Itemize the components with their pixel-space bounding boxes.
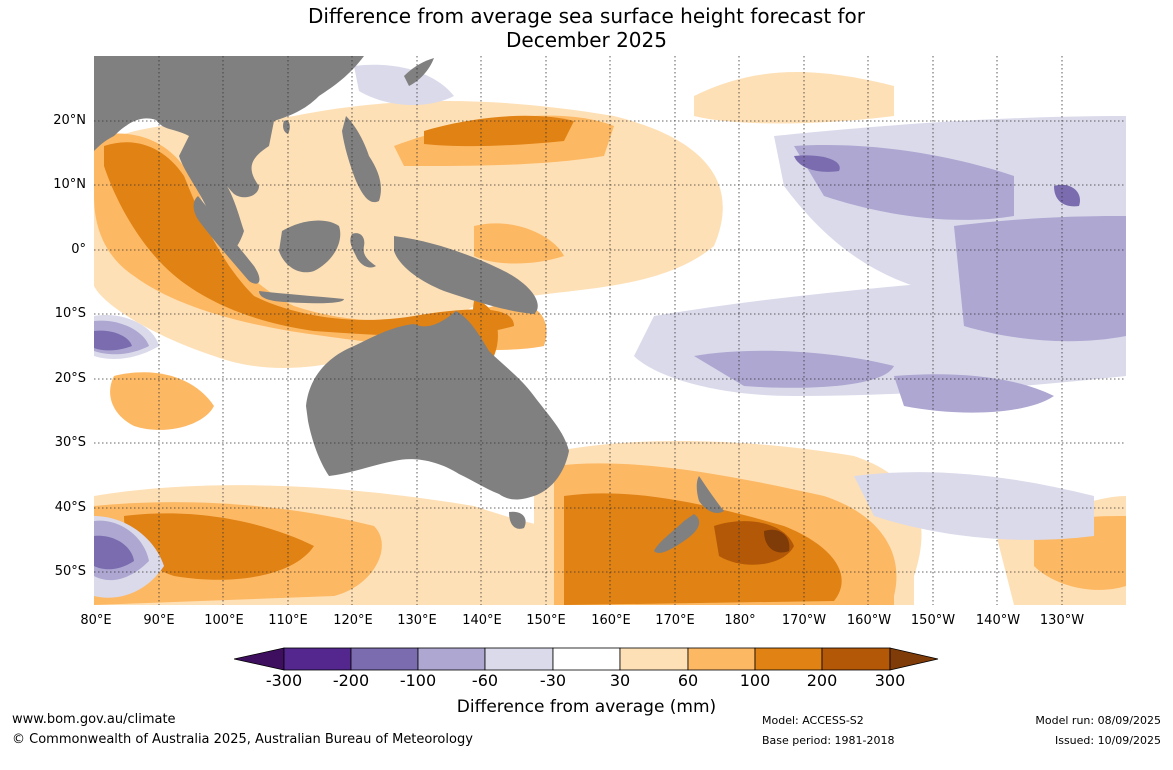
anomaly-region [764, 529, 790, 553]
lat-label-10s: 10°S [54, 306, 86, 321]
indochina-landmass [179, 136, 244, 253]
colorbar-tick: 200 [806, 671, 838, 690]
copyright-text: © Commonwealth of Australia 2025, Austra… [12, 732, 473, 747]
colorbar-bin [619, 647, 689, 671]
chart-title: Difference from average sea surface heig… [0, 4, 1173, 52]
lat-label-20s: 20°S [54, 371, 86, 386]
anomaly-region [474, 223, 564, 264]
anomaly-region [104, 142, 514, 336]
anomaly-region [694, 72, 894, 124]
issued-date: Issued: 10/09/2025 [1054, 734, 1161, 747]
anomaly-region [94, 535, 134, 570]
title-line-2: December 2025 [506, 28, 667, 52]
new-guinea-island [394, 236, 538, 314]
colorbar-bin [484, 647, 554, 671]
colorbar-tick: -300 [265, 671, 303, 690]
colorbar-tick: -60 [471, 671, 499, 690]
colorbar-bin [417, 647, 486, 671]
taiwan-island [283, 120, 290, 134]
anomaly-region [794, 145, 1014, 220]
colorbar-title: Difference from average (mm) [456, 697, 717, 717]
anomaly-region [110, 372, 214, 430]
colorbar-tick: -30 [539, 671, 567, 690]
colorbar-bin [283, 647, 352, 671]
anomaly-region [354, 64, 454, 106]
tasmania-island [509, 511, 526, 529]
lon-label-140e: 140°E [462, 613, 502, 628]
philippines-island [342, 116, 381, 203]
website-link[interactable]: www.bom.gov.au/climate [12, 712, 176, 727]
lon-label-90e: 90°E [143, 613, 175, 628]
lon-label-130e: 130°E [397, 613, 437, 628]
anomaly-region [564, 493, 842, 605]
sea-surface-height-map [94, 56, 1126, 605]
colorbar-bin [754, 647, 823, 671]
colorbar-tick: 60 [677, 671, 699, 690]
anomaly-region [854, 472, 1094, 540]
lat-label-50s: 50°S [54, 564, 86, 579]
japan-island [404, 58, 434, 86]
sumatra-island [193, 196, 260, 284]
base-period: Base period: 1981-2018 [762, 734, 895, 747]
anomaly-fields [94, 64, 1126, 605]
lon-label-150w: 150°W [910, 613, 956, 628]
colorbar-bin [687, 647, 756, 671]
lon-label-130w: 130°W [1039, 613, 1085, 628]
asia-landmass [94, 56, 364, 198]
graticule [94, 56, 1126, 605]
anomaly-region [794, 155, 840, 172]
map-canvas [94, 56, 1126, 605]
lon-label-150e: 150°E [526, 613, 566, 628]
lon-label-180: 180° [724, 613, 756, 628]
model-run-date: Model run: 08/09/2025 [1035, 714, 1161, 727]
australia-landmass [306, 311, 569, 500]
lon-label-170e: 170°E [655, 613, 695, 628]
colorbar [234, 647, 939, 671]
lon-label-100e: 100°E [204, 613, 244, 628]
lon-label-120e: 120°E [333, 613, 373, 628]
colorbar-bin [350, 647, 419, 671]
colorbar-tick: -100 [399, 671, 437, 690]
java-island [259, 291, 344, 304]
anomaly-region [894, 374, 1054, 413]
anomaly-region [1054, 184, 1080, 207]
lon-label-160w: 160°W [846, 613, 892, 628]
anomaly-region [424, 115, 574, 147]
anomaly-region [124, 513, 314, 580]
model-name: Model: ACCESS-S2 [762, 714, 864, 727]
lat-label-40s: 40°S [54, 500, 86, 515]
colorbar-tick: -200 [332, 671, 370, 690]
new-zealand-south-island [654, 514, 700, 553]
colorbar-bin [552, 647, 621, 671]
colorbar-bin [821, 647, 891, 671]
anomaly-region [94, 330, 132, 351]
anomaly-region [694, 350, 894, 388]
anomaly-region [954, 216, 1126, 342]
lon-label-140w: 140°W [975, 613, 1021, 628]
lat-label-20n: 20°N [53, 113, 86, 128]
colorbar-extend-high [889, 647, 939, 671]
colorbar-extend-low [234, 647, 285, 671]
borneo-island [279, 220, 341, 273]
colorbar-tick: 300 [874, 671, 906, 690]
title-line-1: Difference from average sea surface heig… [307, 4, 866, 28]
lat-label-10n: 10°N [53, 177, 86, 192]
lon-label-160e: 160°E [591, 613, 631, 628]
new-zealand-north-island [696, 476, 724, 513]
lon-label-80e: 80°E [80, 613, 112, 628]
colorbar-tick: 100 [739, 671, 771, 690]
lon-label-110e: 110°E [268, 613, 308, 628]
lat-label-equator: 0° [71, 242, 86, 257]
colorbar-tick: 30 [609, 671, 631, 690]
lat-label-30s: 30°S [54, 435, 86, 450]
landmasses [94, 56, 724, 553]
lon-label-170w: 170°W [781, 613, 827, 628]
